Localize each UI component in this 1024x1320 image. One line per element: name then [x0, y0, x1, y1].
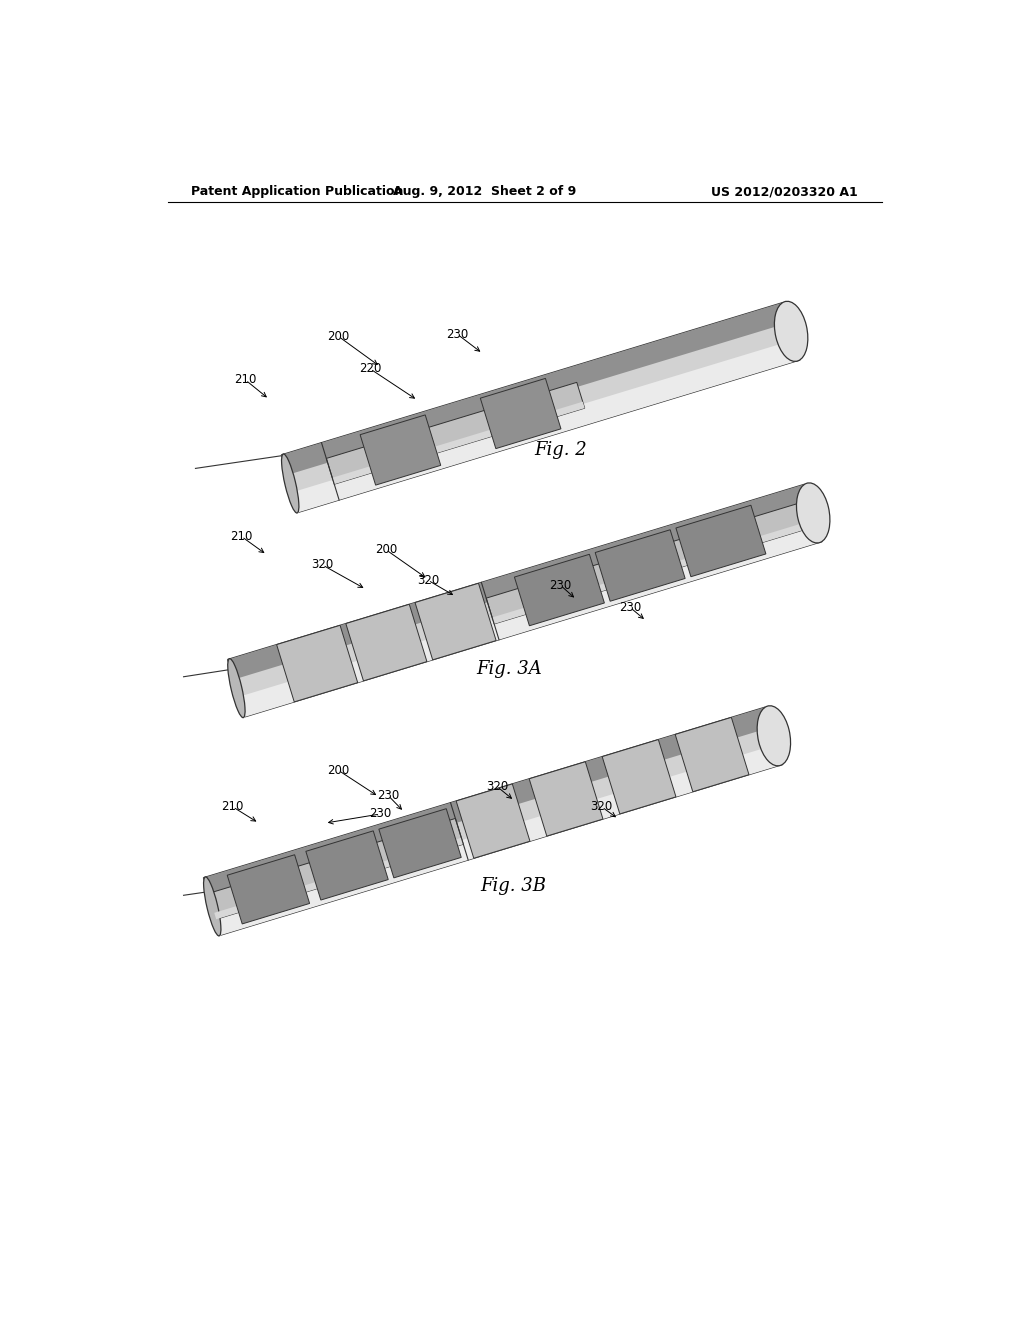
Text: 320: 320 — [591, 800, 613, 813]
Text: 220: 220 — [358, 362, 381, 375]
Polygon shape — [493, 519, 817, 624]
Ellipse shape — [282, 454, 299, 513]
Ellipse shape — [757, 706, 791, 766]
Text: Patent Application Publication: Patent Application Publication — [191, 185, 403, 198]
Text: 230: 230 — [550, 578, 571, 591]
Text: 230: 230 — [370, 808, 391, 821]
Polygon shape — [676, 506, 766, 577]
Polygon shape — [215, 744, 782, 935]
Text: 320: 320 — [486, 780, 508, 793]
Polygon shape — [602, 739, 676, 814]
Polygon shape — [346, 605, 427, 681]
Text: 210: 210 — [234, 374, 257, 387]
Text: Aug. 9, 2012  Sheet 2 of 9: Aug. 9, 2012 Sheet 2 of 9 — [393, 185, 577, 198]
Polygon shape — [227, 855, 309, 924]
Polygon shape — [327, 383, 585, 484]
Polygon shape — [227, 484, 811, 680]
Text: 320: 320 — [417, 574, 439, 586]
Polygon shape — [675, 717, 749, 792]
Text: 320: 320 — [311, 558, 334, 572]
Polygon shape — [282, 302, 800, 512]
Text: 210: 210 — [230, 531, 253, 543]
Polygon shape — [332, 401, 585, 484]
Polygon shape — [239, 521, 822, 717]
Polygon shape — [456, 784, 530, 858]
Text: 230: 230 — [620, 601, 641, 614]
Polygon shape — [208, 818, 463, 919]
Text: Fig. 3B: Fig. 3B — [480, 878, 546, 895]
Ellipse shape — [227, 659, 245, 718]
Polygon shape — [480, 379, 561, 449]
Text: 230: 230 — [377, 789, 399, 803]
Text: 210: 210 — [221, 800, 244, 813]
Text: Fig. 3A: Fig. 3A — [476, 660, 542, 677]
Text: US 2012/0203320 A1: US 2012/0203320 A1 — [712, 185, 858, 198]
Polygon shape — [282, 302, 788, 475]
Polygon shape — [486, 500, 817, 624]
Text: Fig. 2: Fig. 2 — [535, 441, 587, 459]
Polygon shape — [204, 708, 782, 935]
Ellipse shape — [774, 301, 808, 362]
Text: 200: 200 — [375, 544, 397, 556]
Text: 200: 200 — [328, 764, 349, 776]
Polygon shape — [214, 838, 463, 919]
Polygon shape — [276, 626, 357, 702]
Polygon shape — [293, 341, 800, 512]
Text: 230: 230 — [446, 327, 468, 341]
Polygon shape — [306, 830, 388, 900]
Polygon shape — [595, 529, 685, 601]
Polygon shape — [227, 484, 822, 717]
Text: 200: 200 — [328, 330, 349, 343]
Ellipse shape — [204, 876, 221, 936]
Polygon shape — [204, 708, 771, 898]
Polygon shape — [514, 554, 604, 626]
Polygon shape — [529, 762, 603, 836]
Ellipse shape — [797, 483, 829, 543]
Polygon shape — [360, 414, 440, 486]
Polygon shape — [415, 583, 496, 660]
Polygon shape — [379, 809, 461, 878]
